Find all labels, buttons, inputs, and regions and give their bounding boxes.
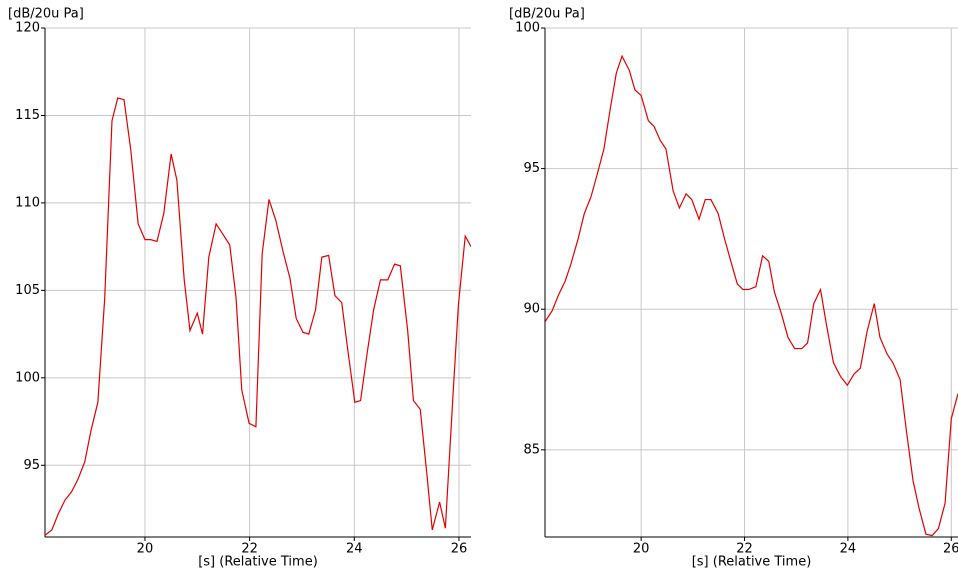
- x-tick-label: 24: [840, 542, 857, 557]
- x-tick-label: 22: [736, 542, 753, 557]
- x-tick-label: 24: [346, 542, 363, 557]
- x-tick-label: 26: [451, 542, 468, 557]
- y-axis-label: [dB/20u Pa]: [8, 7, 84, 22]
- y-tick-label: 95: [523, 161, 540, 176]
- x-axis-label: [s] (Relative Time): [692, 555, 812, 570]
- x-tick-label: 22: [241, 542, 258, 557]
- y-axis-label: [dB/20u Pa]: [509, 7, 585, 22]
- data-line: [45, 97, 471, 536]
- y-tick-label: 100: [15, 370, 40, 385]
- x-tick-label: 26: [943, 542, 958, 557]
- y-tick-label: 110: [15, 195, 40, 210]
- data-line: [545, 54, 958, 537]
- y-tick-label: 95: [23, 458, 40, 473]
- x-tick-label: 20: [633, 542, 650, 557]
- y-tick-label: 120: [15, 21, 40, 36]
- x-tick-label: 20: [137, 542, 154, 557]
- y-tick-label: 115: [15, 108, 40, 123]
- y-tick-label: 100: [515, 21, 540, 36]
- x-axis-label: [s] (Relative Time): [198, 555, 318, 570]
- y-tick-label: 90: [523, 302, 540, 317]
- y-tick-label: 85: [523, 442, 540, 457]
- y-tick-label: 105: [15, 283, 40, 298]
